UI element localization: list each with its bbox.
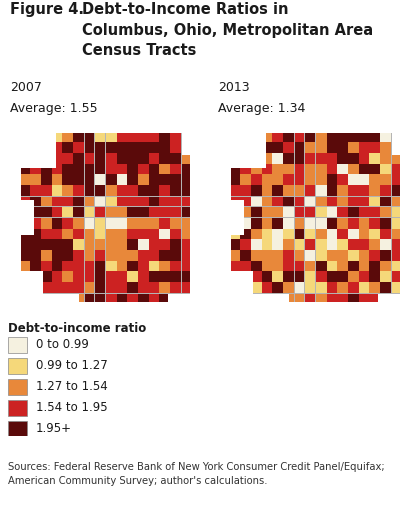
Text: 1.27 to 1.54: 1.27 to 1.54 xyxy=(36,380,108,393)
Text: 1.54 to 1.95: 1.54 to 1.95 xyxy=(36,401,108,414)
Text: Average: 1.34: Average: 1.34 xyxy=(218,102,306,115)
Bar xyxy=(8,379,27,395)
Text: 2007: 2007 xyxy=(10,81,42,94)
Text: Sources: Federal Reserve Bank of New York Consumer Credit Panel/Equifax;
America: Sources: Federal Reserve Bank of New Yor… xyxy=(8,462,385,486)
Text: Debt-to-Income Ratios in
Columbus, Ohio, Metropolitan Area
Census Tracts: Debt-to-Income Ratios in Columbus, Ohio,… xyxy=(82,2,373,58)
Bar xyxy=(8,400,27,416)
Bar xyxy=(8,358,27,374)
Text: 1.95+: 1.95+ xyxy=(36,422,72,435)
Text: Debt-to-income ratio: Debt-to-income ratio xyxy=(8,322,147,335)
Text: Figure 4.: Figure 4. xyxy=(10,2,84,17)
Text: Average: 1.55: Average: 1.55 xyxy=(10,102,98,115)
Text: 0.99 to 1.27: 0.99 to 1.27 xyxy=(36,359,108,372)
Bar xyxy=(8,421,27,437)
Bar xyxy=(8,337,27,353)
Text: 2013: 2013 xyxy=(218,81,250,94)
Text: 0 to 0.99: 0 to 0.99 xyxy=(36,338,89,351)
